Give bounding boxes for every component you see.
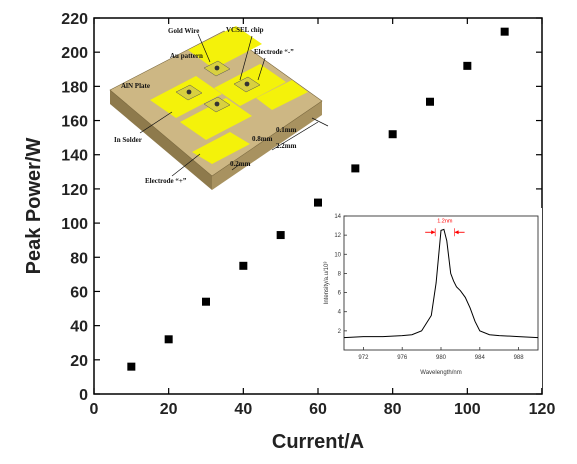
spectrum-line	[343, 228, 539, 339]
y-axis-title: Peak Power/W	[23, 138, 45, 275]
y-tick-label: 200	[61, 45, 88, 62]
inset-y-tick-label: 2	[338, 329, 342, 335]
inset-axis-ticks	[344, 215, 519, 350]
fwhm-arrowhead-right	[454, 230, 459, 235]
data-point	[426, 97, 434, 106]
label-electrode-plus: Electrode “+”	[145, 177, 187, 185]
x-tick-label: 20	[160, 401, 178, 418]
inset-y-tick-label: 10	[334, 252, 341, 258]
aln-plate-side-right	[212, 101, 322, 190]
data-point	[127, 362, 136, 371]
inset-y-axis-title: Intensity/a.u/10³	[324, 262, 330, 305]
x-tick-label: 60	[309, 401, 327, 418]
x-tick-label: 80	[384, 401, 402, 418]
inset-background	[314, 208, 542, 388]
inset-x-tick-label: 984	[475, 355, 486, 361]
inset-y-tick-label: 6	[338, 291, 342, 297]
data-point	[388, 130, 397, 139]
inset-x-axis-title: Wavelength/nm	[420, 370, 461, 376]
data-point	[314, 198, 322, 207]
label-aln-plate: AlN Plate	[121, 82, 150, 90]
y-tick-label: 40	[70, 319, 88, 336]
vcsel-chip-3	[233, 76, 261, 93]
inset-x-tick-label: 972	[358, 355, 369, 361]
data-point	[351, 164, 360, 173]
au-pattern-back	[188, 26, 262, 69]
inset-x-tick-labels: 972 976 980 984 988	[358, 355, 524, 361]
label-dim-2-2mm: 2.2mm	[276, 142, 297, 150]
inset-y-tick-label: 12	[334, 233, 341, 239]
label-dim-0-8mm: 0.8mm	[252, 135, 273, 143]
inset-x-tick-label: 976	[397, 355, 408, 361]
package-diagram: Gold Wire VCSEL chip Au pattern Electrod…	[109, 26, 329, 190]
label-dim-0-2mm: 0.2mm	[230, 160, 251, 168]
inset-y-tick-labels: 2 4 6 8 10 12 14	[334, 214, 341, 335]
data-point	[239, 261, 248, 270]
y-tick-label: 220	[61, 11, 88, 28]
data-point	[463, 61, 472, 70]
electrode-plus-pad	[192, 132, 250, 164]
data-point	[276, 231, 285, 240]
y-tick-label: 120	[61, 182, 88, 199]
inset-spectrum: 972 976 980 984 988 2 4 6 8 10 12 14 1.2nm Wavelen…	[314, 208, 542, 388]
y-tick-label: 140	[61, 148, 88, 165]
label-in-solder: In Solder	[114, 136, 142, 144]
y-tick-label: 160	[61, 114, 88, 131]
fwhm-arrowhead-left	[431, 230, 436, 235]
fwhm-label: 1.2nm	[437, 219, 453, 225]
data-points	[127, 27, 509, 371]
vcsel-chip-1	[203, 60, 231, 77]
au-pattern-front	[180, 98, 252, 140]
y-tick-label: 80	[70, 250, 88, 267]
x-tick-label: 0	[90, 401, 99, 418]
inset-x-tick-label: 988	[514, 355, 525, 361]
label-electrode-minus: Electrode “-”	[254, 48, 294, 56]
y-tick-label: 100	[61, 216, 88, 233]
y-tick-labels: 0 20 40 60 80 100 120 140 160 180 200 220	[61, 11, 88, 404]
y-tick-label: 20	[70, 353, 88, 370]
inset-y-tick-label: 4	[338, 310, 342, 316]
inset-y-tick-label: 14	[334, 214, 341, 220]
data-point	[500, 27, 509, 36]
label-vcsel-chip: VCSEL chip	[226, 26, 264, 34]
data-point	[202, 297, 210, 306]
fwhm-annotation: 1.2nm	[425, 219, 465, 237]
axis-ticks	[93, 17, 543, 395]
x-tick-label: 100	[454, 401, 481, 418]
label-au-pattern: Au pattern	[170, 52, 203, 60]
electrode-minus-pad	[256, 80, 308, 110]
y-tick-label: 180	[61, 79, 88, 96]
diagram-leader-lines	[139, 33, 329, 177]
x-tick-label: 40	[234, 401, 252, 418]
x-tick-labels: 0 20 40 60 80 100 120	[90, 401, 556, 418]
x-tick-label: 120	[529, 401, 556, 418]
vcsel-chip-2	[175, 84, 203, 101]
x-axis-title: Current/A	[272, 431, 364, 453]
label-gold-wire: Gold Wire	[168, 27, 199, 35]
inset-x-tick-label: 980	[436, 355, 447, 361]
vcsel-chip-4	[203, 96, 231, 113]
inset-y-tick-label: 8	[338, 271, 342, 277]
data-point	[164, 335, 173, 344]
label-dim-0-1mm: 0.1mm	[276, 126, 297, 134]
y-tick-label: 60	[70, 284, 88, 301]
y-tick-label: 0	[79, 387, 88, 404]
